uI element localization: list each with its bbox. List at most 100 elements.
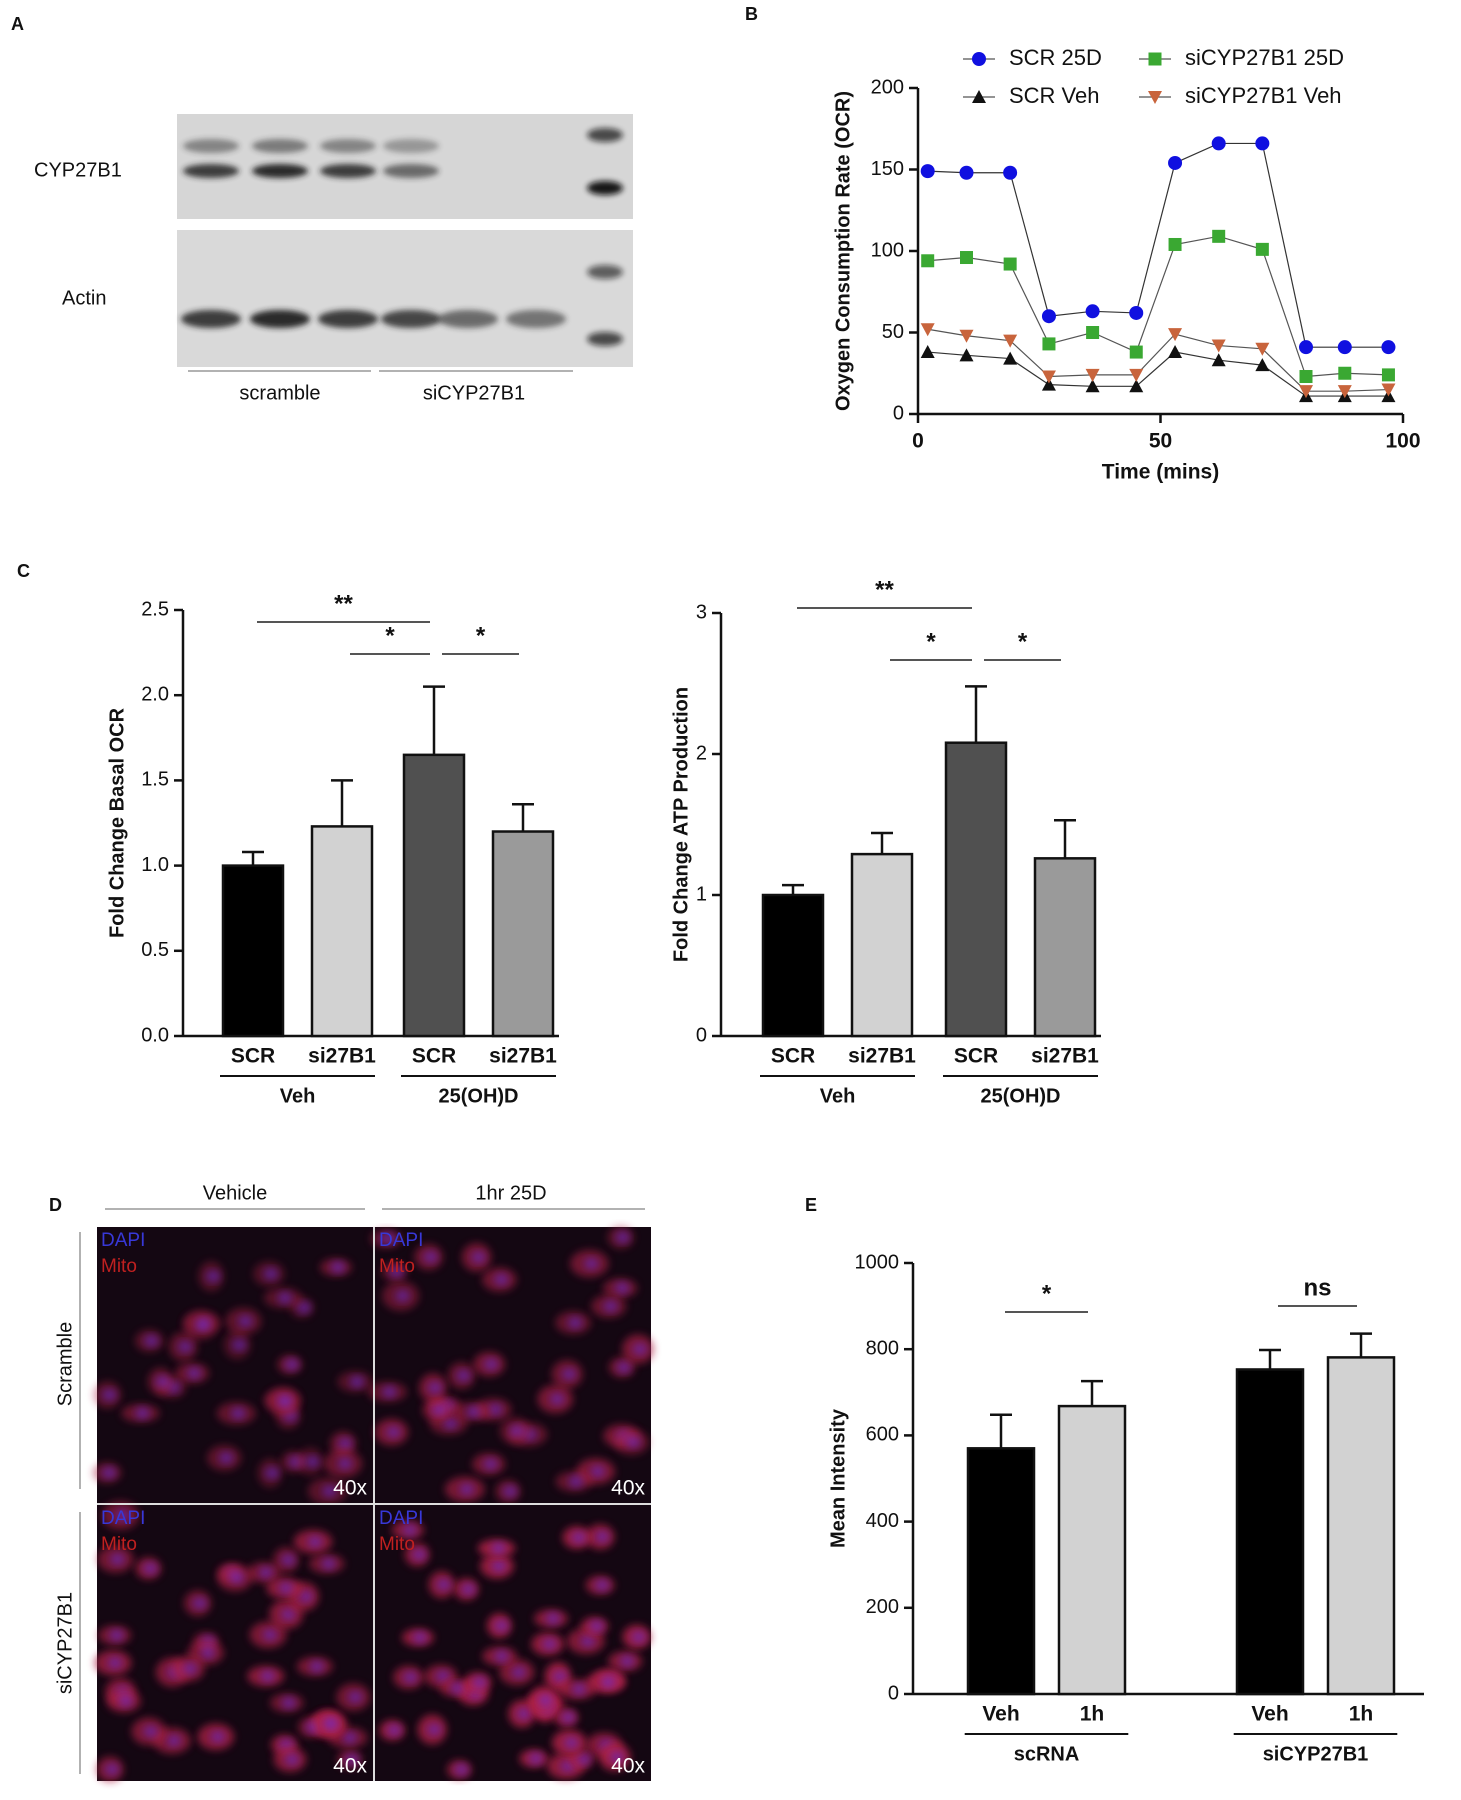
nucleus [632, 1343, 647, 1356]
nucleus [206, 1270, 221, 1283]
stain-label: Mito [101, 1534, 137, 1555]
bar [221, 864, 285, 1038]
band [252, 164, 308, 178]
stain-label: DAPI [101, 1230, 145, 1251]
nucleus [192, 1597, 207, 1610]
y-tick-label: 0 [888, 1682, 899, 1704]
x-tick-label: 100 [1385, 430, 1420, 453]
bar [402, 753, 466, 1038]
marker [1337, 385, 1352, 399]
significance-label: * [1042, 1280, 1052, 1307]
group-label: 25(OH)D [980, 1085, 1060, 1107]
marker [1129, 379, 1144, 393]
marker [1129, 368, 1144, 382]
nucleus [571, 1531, 586, 1544]
nucleus [395, 1289, 410, 1302]
nucleus [338, 1437, 353, 1450]
marker [1299, 385, 1313, 399]
nucleus [600, 1676, 615, 1689]
nucleus [284, 1753, 299, 1766]
band [252, 139, 308, 153]
marker [1003, 334, 1018, 348]
panel-label: A [11, 14, 24, 34]
stain-label: Mito [101, 1256, 137, 1277]
nucleus [509, 1424, 524, 1437]
nucleus [552, 1670, 567, 1683]
nucleus [431, 1403, 446, 1416]
marker [1003, 351, 1018, 365]
nucleus [561, 1711, 576, 1724]
row-label: Scramble [54, 1322, 76, 1406]
marker [1338, 366, 1352, 380]
legend-marker [1148, 52, 1162, 66]
legend-label: SCR 25D [1009, 45, 1102, 70]
ladder-band [587, 128, 623, 142]
marker [1381, 340, 1396, 355]
y-axis-label: Fold Change Basal OCR [106, 707, 128, 938]
y-tick-label: 600 [866, 1424, 899, 1446]
significance-label: * [476, 622, 486, 649]
marker [1337, 340, 1352, 355]
nucleus [488, 1403, 503, 1416]
stain-label: DAPI [379, 1230, 423, 1251]
group-label: siCYP27B1 [1263, 1743, 1369, 1765]
y-tick-label: 0 [893, 402, 904, 424]
marker [1041, 370, 1056, 384]
x-tick-label: SCR [412, 1045, 456, 1068]
nucleus [403, 1671, 418, 1684]
marker [1299, 370, 1313, 384]
blot-membrane [177, 230, 633, 367]
y-tick-label: 200 [871, 76, 904, 98]
panel-label: B [745, 4, 758, 24]
nucleus [337, 1457, 352, 1470]
nucleus [471, 1251, 486, 1264]
y-tick-label: 2 [696, 742, 707, 764]
nucleus [187, 1367, 202, 1380]
nucleus [580, 1635, 595, 1648]
y-axis-label: Fold Change ATP Production [670, 687, 692, 962]
magnification: 40x [333, 1477, 367, 1500]
nucleus [491, 1560, 506, 1573]
marker [1211, 353, 1226, 367]
group-label: scRNA [1014, 1743, 1080, 1765]
nucleus [454, 1763, 469, 1776]
marker [1085, 304, 1100, 319]
nucleus [278, 1582, 293, 1595]
marker [959, 165, 974, 180]
y-tick-label: 0 [696, 1024, 707, 1046]
nucleus [584, 1257, 599, 1270]
nucleus [263, 1628, 278, 1641]
nucleus [232, 1338, 247, 1351]
nucleus [562, 1368, 577, 1381]
nucleus [344, 1753, 359, 1766]
nucleus [483, 1458, 498, 1471]
y-tick-label: 50 [882, 321, 904, 343]
series-line [927, 142, 1389, 348]
band [381, 310, 441, 328]
y-tick-label: 1000 [855, 1251, 900, 1273]
marker [1168, 345, 1183, 359]
marker [959, 329, 974, 343]
row-label: siCYP27B1 [54, 1592, 76, 1694]
ladder-band [587, 265, 623, 279]
group-label: Veh [820, 1085, 856, 1107]
nucleus [110, 1553, 125, 1566]
nucleus [626, 1436, 641, 1449]
nucleus [155, 1375, 170, 1388]
nucleus [178, 1340, 193, 1353]
panel-label: D [49, 1195, 62, 1215]
band [181, 310, 241, 328]
marker [960, 251, 973, 265]
nucleus [229, 1571, 244, 1584]
band [183, 164, 239, 178]
nucleus [511, 1666, 526, 1679]
significance-label: ** [875, 576, 894, 603]
marker [1212, 229, 1226, 243]
nucleus [609, 1750, 624, 1763]
nucleus [595, 1530, 610, 1543]
panel-label: E [805, 1195, 817, 1215]
group-label: 25(OH)D [438, 1085, 518, 1107]
band [383, 164, 439, 178]
group-label: siCYP27B1 [423, 382, 525, 404]
stain-label: Mito [379, 1534, 415, 1555]
